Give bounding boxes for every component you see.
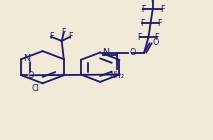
Text: F: F bbox=[141, 5, 145, 14]
Text: F: F bbox=[138, 33, 142, 42]
Text: F: F bbox=[150, 0, 155, 4]
Text: Cl: Cl bbox=[32, 84, 39, 93]
Text: O: O bbox=[28, 71, 34, 80]
Text: N: N bbox=[102, 48, 109, 57]
Text: O: O bbox=[152, 38, 158, 47]
Text: F: F bbox=[157, 19, 161, 28]
Text: N: N bbox=[23, 54, 30, 63]
Text: NH₂: NH₂ bbox=[110, 71, 125, 80]
Text: F: F bbox=[62, 28, 66, 37]
Text: F: F bbox=[140, 19, 144, 28]
Text: F: F bbox=[155, 33, 159, 42]
Text: F: F bbox=[49, 32, 53, 41]
Text: F: F bbox=[68, 32, 72, 41]
Text: O: O bbox=[130, 48, 136, 57]
Text: F: F bbox=[160, 5, 165, 14]
